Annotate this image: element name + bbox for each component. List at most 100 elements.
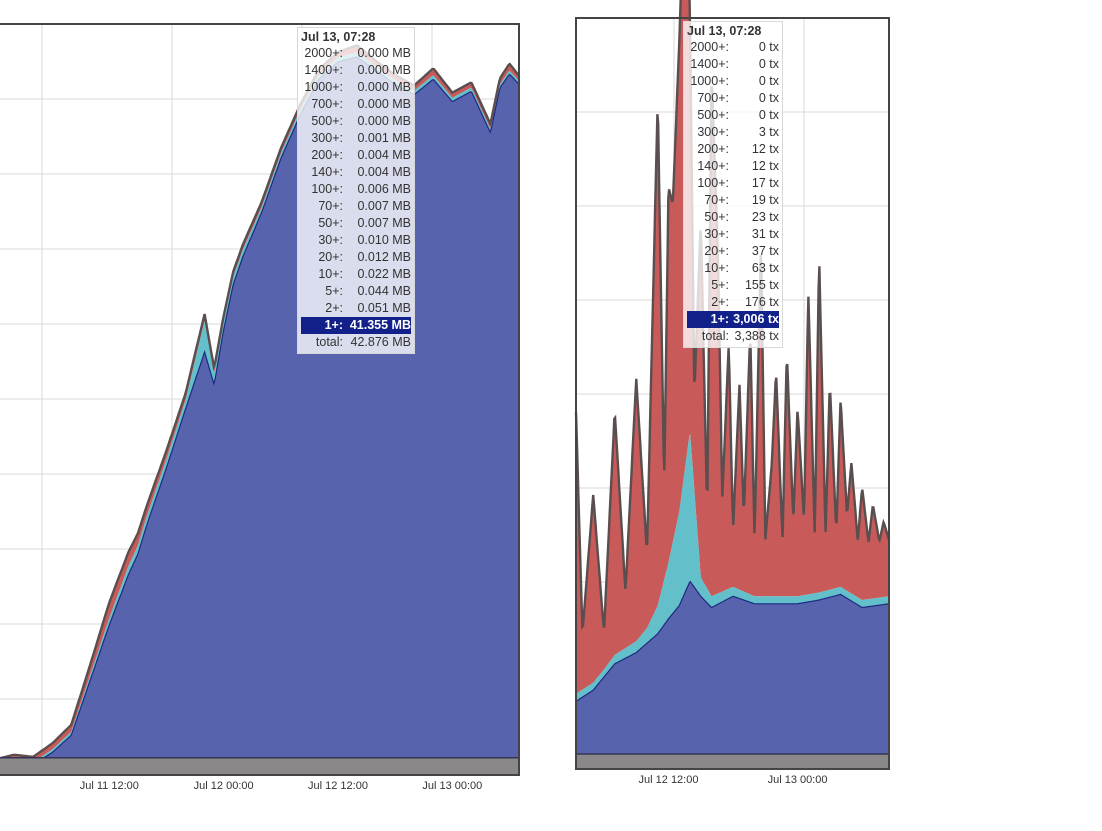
tooltip-row-label: 700+: bbox=[697, 91, 729, 105]
tooltip-row-value: 0 tx bbox=[758, 108, 779, 122]
tooltip-row: 100+: 17 tx bbox=[687, 175, 779, 192]
tooltip-row-label: 2+: bbox=[325, 301, 343, 315]
x-tick-label: Jul 13 00:00 bbox=[422, 780, 482, 792]
count-tooltip-title: Jul 13, 07:28 bbox=[687, 24, 762, 38]
tooltip-row-label: 300+: bbox=[311, 131, 343, 145]
tooltip-row: 300+: 3 tx bbox=[687, 124, 779, 141]
tooltip-row-label: total: bbox=[315, 335, 343, 349]
x-tick-label: Jul 12 00:00 bbox=[194, 780, 254, 792]
tooltip-row: 2+: 176 tx bbox=[687, 294, 779, 311]
series-line-total bbox=[0, 44, 520, 760]
tooltip-row-value: 12 tx bbox=[751, 159, 779, 173]
tooltip-row-value: 0.051 MB bbox=[357, 301, 411, 315]
tooltip-row: total: 42.876 MB bbox=[301, 334, 411, 351]
tooltip-row-label: 500+: bbox=[697, 108, 729, 122]
tooltip-row-value: 0.001 MB bbox=[357, 131, 411, 145]
mempool-count-chart: Jul 12 12:00 Jul 13 00:00 bbox=[574, 0, 891, 786]
mempool-size-chart: Jul 11 12:00 Jul 12 00:00 Jul 12 12:00 Jul … bbox=[0, 23, 520, 792]
tooltip-row-label: 1400+: bbox=[304, 63, 343, 77]
tooltip-row: 30+: 0.010 MB bbox=[301, 232, 411, 249]
tooltip-row: 200+: 0.004 MB bbox=[301, 147, 411, 164]
tooltip-row-value: 155 tx bbox=[744, 278, 779, 292]
tooltip-row-value: 0.007 MB bbox=[357, 216, 411, 230]
series-area-tier2 bbox=[576, 434, 889, 702]
tooltip-row-value: 0 tx bbox=[758, 74, 779, 88]
series-line-total bbox=[574, 0, 891, 631]
count-tooltip-rows: 2000+: 0 tx 1400+: 0 tx 1000+: 0 tx 700+: 0 tx 5… bbox=[687, 39, 779, 345]
tooltip-row-value: 3,006 tx bbox=[733, 312, 779, 326]
tooltip-row: 30+: 31 tx bbox=[687, 226, 779, 243]
tooltip-row-label: 200+: bbox=[311, 148, 343, 162]
tooltip-row: 140+: 0.004 MB bbox=[301, 164, 411, 181]
tooltip-row-label: 200+: bbox=[697, 142, 729, 156]
tooltip-row-value: 0.044 MB bbox=[357, 284, 411, 298]
bottom-band bbox=[576, 753, 889, 769]
tooltip-row-label: 140+: bbox=[697, 159, 729, 173]
tooltip-row-value: 0.000 MB bbox=[357, 46, 411, 60]
tooltip-row-value: 41.355 MB bbox=[349, 318, 411, 332]
tooltip-row: 10+: 63 tx bbox=[687, 260, 779, 277]
tooltip-row: 500+: 0 tx bbox=[687, 107, 779, 124]
tooltip-row-label: 1+: bbox=[710, 312, 729, 326]
tooltip-row-label: 140+: bbox=[311, 165, 343, 179]
tooltip-row-value: 0.000 MB bbox=[357, 114, 411, 128]
tooltip-row-value: 63 tx bbox=[751, 261, 779, 275]
tooltip-row: total: 3,388 tx bbox=[687, 328, 779, 345]
x-tick-label: Jul 12 12:00 bbox=[308, 780, 368, 792]
tooltip-row: 140+: 12 tx bbox=[687, 158, 779, 175]
tooltip-row: 500+: 0.000 MB bbox=[301, 113, 411, 130]
tooltip-row-label: 700+: bbox=[311, 97, 343, 111]
tooltip-row-label: 2+: bbox=[711, 295, 729, 309]
tooltip-row-label: 20+: bbox=[318, 250, 343, 264]
tooltip-row: 1000+: 0.000 MB bbox=[301, 79, 411, 96]
tooltip-row-value: 3,388 tx bbox=[734, 329, 779, 343]
tooltip-row: 100+: 0.006 MB bbox=[301, 181, 411, 198]
tooltip-row-value: 0 tx bbox=[758, 91, 779, 105]
tooltip-row: 70+: 0.007 MB bbox=[301, 198, 411, 215]
tooltip-row-label: 500+: bbox=[311, 114, 343, 128]
tooltip-row: 1400+: 0.000 MB bbox=[301, 62, 411, 79]
tooltip-row-label: 2000+: bbox=[304, 46, 343, 60]
tooltip-row: 700+: 0.000 MB bbox=[301, 96, 411, 113]
tooltip-row-label: total: bbox=[701, 329, 729, 343]
tooltip-row-value: 0.000 MB bbox=[357, 97, 411, 111]
tooltip-row-value: 12 tx bbox=[751, 142, 779, 156]
tooltip-row: 2000+: 0 tx bbox=[687, 39, 779, 56]
tooltip-row-value: 0.010 MB bbox=[357, 233, 411, 247]
count-tooltip: Jul 13, 07:28 2000+: 0 tx 1400+: 0 tx 1000+:… bbox=[683, 21, 783, 348]
tooltip-row-value: 42.876 MB bbox=[350, 335, 411, 349]
tooltip-row-label: 1000+: bbox=[304, 80, 343, 94]
tooltip-row-value: 17 tx bbox=[751, 176, 779, 190]
tooltip-row-label: 100+: bbox=[697, 176, 729, 190]
tooltip-row: 10+: 0.022 MB bbox=[301, 266, 411, 283]
tooltip-row: 300+: 0.001 MB bbox=[301, 130, 411, 147]
tooltip-row: 200+: 12 tx bbox=[687, 141, 779, 158]
tooltip-row-label: 50+: bbox=[318, 216, 343, 230]
x-tick-label: Jul 13 00:00 bbox=[768, 774, 828, 786]
tooltip-row: 50+: 23 tx bbox=[687, 209, 779, 226]
tooltip-row: 5+: 0.044 MB bbox=[301, 283, 411, 300]
tooltip-row-value: 3 tx bbox=[758, 125, 779, 139]
tooltip-row: 2+: 0.051 MB bbox=[301, 300, 411, 317]
tooltip-row-value: 23 tx bbox=[751, 210, 779, 224]
series-line-base bbox=[0, 56, 520, 766]
tooltip-row-label: 1000+: bbox=[690, 74, 729, 88]
tooltip-row: 700+: 0 tx bbox=[687, 90, 779, 107]
tooltip-row: 70+: 19 tx bbox=[687, 192, 779, 209]
tooltip-row: 20+: 37 tx bbox=[687, 243, 779, 260]
tooltip-row: 1+: 41.355 MB bbox=[301, 317, 411, 334]
tooltip-row-label: 70+: bbox=[318, 199, 343, 213]
tooltip-row: 1400+: 0 tx bbox=[687, 56, 779, 73]
tooltip-row-label: 100+: bbox=[311, 182, 343, 196]
x-tick-label: Jul 11 12:00 bbox=[80, 780, 139, 792]
tooltip-row-label: 10+: bbox=[704, 261, 729, 275]
tooltip-row-value: 37 tx bbox=[751, 244, 779, 258]
tooltip-row-label: 1+: bbox=[324, 318, 343, 332]
tooltip-row-label: 10+: bbox=[318, 267, 343, 281]
tooltip-row-value: 176 tx bbox=[744, 295, 779, 309]
tooltip-row-label: 70+: bbox=[704, 193, 729, 207]
tooltip-row-value: 31 tx bbox=[751, 227, 779, 241]
tooltip-row-label: 50+: bbox=[704, 210, 729, 224]
x-tick-label: Jul 12 12:00 bbox=[639, 774, 699, 786]
size-tooltip-rows: 2000+: 0.000 MB 1400+: 0.000 MB 1000+: 0.000 … bbox=[301, 45, 411, 351]
